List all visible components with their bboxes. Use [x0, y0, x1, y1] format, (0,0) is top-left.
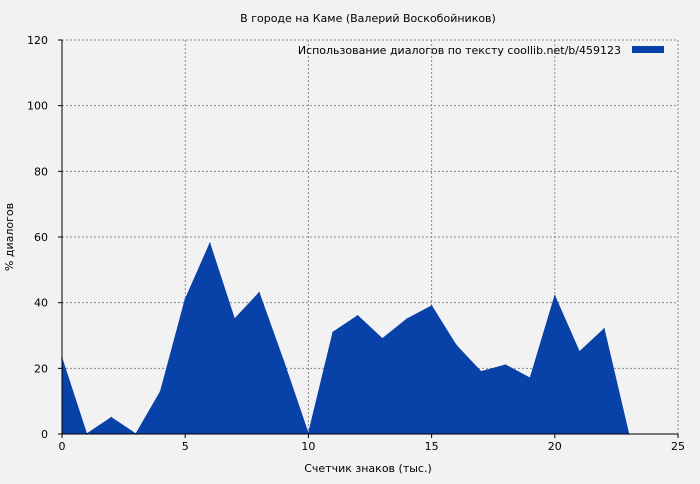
- legend-swatch: [632, 46, 664, 53]
- y-tick-label: 120: [27, 34, 48, 47]
- data-point: [504, 364, 507, 366]
- data-point: [332, 331, 334, 334]
- axes: [58, 39, 679, 438]
- x-tick-label: 25: [671, 440, 685, 453]
- y-tick-label: 20: [34, 362, 48, 375]
- x-tick-label: 10: [301, 440, 315, 453]
- x-axis-label: Счетчик знаков (тыс.): [304, 462, 432, 475]
- x-tick-label: 15: [425, 440, 439, 453]
- data-point: [455, 344, 458, 347]
- data-point: [159, 390, 162, 393]
- data-point: [529, 377, 531, 379]
- y-tick-label: 100: [27, 100, 48, 113]
- x-tick-label: 0: [59, 440, 66, 453]
- legend: Использование диалогов по тексту coollib…: [298, 44, 664, 57]
- legend-label: Использование диалогов по тексту coollib…: [298, 44, 621, 57]
- y-axis-label: % диалогов: [3, 203, 16, 271]
- x-tick-label: 20: [548, 440, 562, 453]
- data-point: [233, 318, 236, 320]
- y-tick-label: 80: [34, 165, 48, 178]
- tick-labels: 0 5 10 15 20 25 0 20 40 60 80 100 120: [27, 34, 685, 453]
- data-point: [554, 295, 556, 297]
- data-point: [480, 370, 482, 373]
- data-point: [209, 242, 211, 245]
- y-tick-label: 0: [41, 428, 48, 441]
- data-point: [430, 305, 433, 307]
- x-tick-label: 5: [182, 440, 189, 453]
- data-point: [282, 360, 285, 363]
- chart-title: В городе на Каме (Валерий Воскобойников): [240, 12, 496, 25]
- data-point: [258, 292, 260, 294]
- area-fill: [61, 242, 630, 436]
- area-series: [61, 242, 630, 436]
- y-tick-label: 40: [34, 297, 48, 310]
- y-tick-label: 60: [34, 231, 48, 244]
- data-point: [603, 328, 605, 330]
- data-point: [184, 298, 186, 301]
- data-point: [578, 351, 581, 353]
- data-point: [110, 416, 113, 419]
- data-point: [381, 337, 384, 340]
- data-point: [356, 315, 359, 317]
- data-point: [406, 318, 408, 320]
